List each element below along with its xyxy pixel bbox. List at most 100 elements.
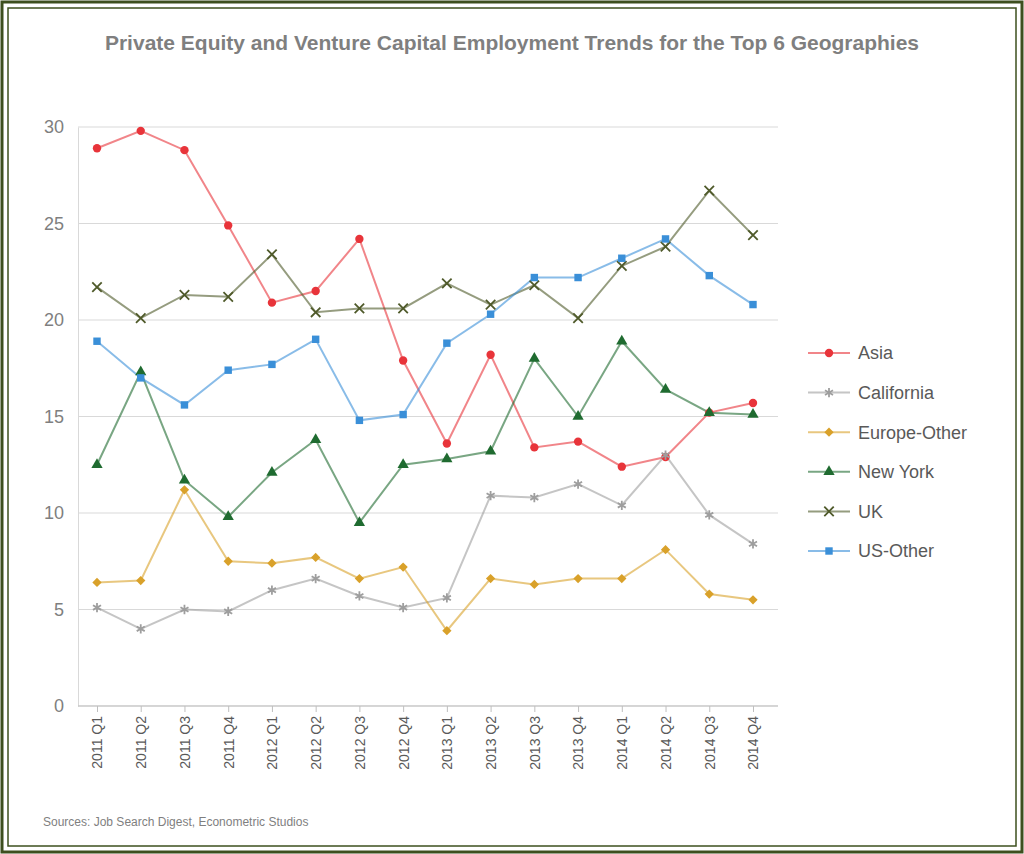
series-marker bbox=[268, 298, 276, 306]
x-tick: 2012 Q4 bbox=[396, 706, 412, 770]
series-line bbox=[97, 239, 753, 420]
x-tick-mark bbox=[184, 706, 185, 712]
y-tick-label: 30 bbox=[44, 117, 64, 137]
x-axis: 2011 Q12011 Q22011 Q32011 Q42012 Q12012 … bbox=[78, 706, 778, 770]
title: Private Equity and Venture Capital Emplo… bbox=[105, 31, 919, 54]
series-marker bbox=[530, 493, 538, 502]
x-tick-mark bbox=[316, 706, 317, 712]
x-tick-mark bbox=[709, 706, 710, 712]
series-marker bbox=[180, 290, 189, 299]
series-marker bbox=[92, 282, 101, 291]
series-marker bbox=[705, 186, 714, 195]
series-marker bbox=[137, 624, 145, 633]
series-marker bbox=[574, 437, 582, 445]
series-marker bbox=[135, 366, 146, 376]
legend-entry: California bbox=[808, 383, 935, 403]
series-marker bbox=[224, 221, 232, 229]
series-marker bbox=[530, 580, 539, 589]
grid-line bbox=[78, 416, 778, 417]
series-marker bbox=[180, 605, 188, 614]
series-marker bbox=[181, 401, 188, 408]
grid-line bbox=[78, 223, 778, 224]
legend-marker bbox=[825, 547, 832, 554]
x-tick: 2013 Q2 bbox=[483, 706, 499, 770]
series-marker bbox=[617, 261, 626, 270]
x-tick: 2011 Q2 bbox=[133, 706, 149, 769]
series-marker bbox=[224, 366, 231, 373]
series-marker bbox=[180, 146, 188, 154]
legend-entry: Asia bbox=[808, 343, 894, 363]
series-marker bbox=[704, 406, 715, 416]
y-tick-label: 5 bbox=[54, 600, 64, 620]
y-tick-label: 10 bbox=[44, 503, 64, 523]
x-tick-label: 2014 Q1 bbox=[614, 716, 630, 770]
legend-label: New York bbox=[858, 462, 935, 482]
plot-area bbox=[91, 127, 758, 636]
chart: Private Equity and Venture Capital Emplo… bbox=[0, 0, 1024, 854]
x-tick: 2014 Q3 bbox=[702, 706, 718, 770]
series-marker bbox=[617, 574, 626, 583]
y-tick: 15 bbox=[44, 407, 78, 427]
series-marker bbox=[223, 292, 232, 301]
legend-label: Asia bbox=[858, 343, 894, 363]
x-tick-label: 2013 Q4 bbox=[570, 716, 586, 770]
series-marker bbox=[749, 399, 757, 407]
x-tick-mark bbox=[359, 706, 360, 712]
series-marker bbox=[224, 557, 233, 566]
series-marker bbox=[136, 576, 145, 585]
y-tick-label: 15 bbox=[44, 407, 64, 427]
series-marker bbox=[485, 445, 496, 455]
legend-label: California bbox=[858, 383, 935, 403]
grid-line bbox=[78, 127, 778, 128]
x-tick-mark bbox=[491, 706, 492, 712]
series-marker bbox=[312, 336, 319, 343]
series-marker bbox=[312, 574, 320, 583]
x-tick: 2013 Q4 bbox=[570, 706, 586, 770]
series-marker bbox=[661, 242, 670, 251]
legend-label: UK bbox=[858, 502, 883, 522]
series-marker bbox=[397, 458, 408, 468]
y-tick-label: 20 bbox=[44, 310, 64, 330]
legend-label: US-Other bbox=[858, 541, 934, 561]
series-marker bbox=[705, 510, 713, 519]
frame-outer bbox=[2, 2, 1022, 852]
series-marker bbox=[267, 250, 276, 259]
x-tick: 2012 Q3 bbox=[352, 706, 368, 770]
y-tick: 25 bbox=[44, 214, 78, 234]
x-tick: 2014 Q1 bbox=[614, 706, 630, 770]
series-marker bbox=[311, 308, 320, 317]
x-tick: 2013 Q3 bbox=[527, 706, 543, 770]
y-tick: 5 bbox=[54, 600, 78, 620]
series-marker bbox=[355, 574, 364, 583]
legend-marker bbox=[824, 507, 833, 516]
series-marker bbox=[660, 383, 671, 393]
y-axis: 051015202530 bbox=[44, 117, 79, 716]
series-marker bbox=[443, 439, 451, 447]
series-marker bbox=[223, 510, 234, 520]
series-marker bbox=[224, 607, 232, 616]
series-marker bbox=[442, 626, 451, 635]
x-tick-mark bbox=[141, 706, 142, 712]
series-marker bbox=[618, 462, 626, 470]
series-marker bbox=[267, 559, 276, 568]
y-tick: 10 bbox=[44, 503, 78, 523]
y-tick: 20 bbox=[44, 310, 78, 330]
series-marker bbox=[616, 335, 627, 345]
series-line bbox=[97, 131, 753, 467]
legend-entry: UK bbox=[808, 502, 883, 522]
x-tick-label: 2012 Q1 bbox=[264, 716, 280, 770]
series-marker bbox=[529, 352, 540, 362]
legend-marker bbox=[825, 388, 833, 397]
x-tick-mark bbox=[403, 706, 404, 712]
x-tick-label: 2011 Q4 bbox=[221, 716, 237, 769]
y-axis-line bbox=[78, 128, 79, 707]
series-marker bbox=[443, 593, 451, 602]
x-tick-label: 2014 Q2 bbox=[658, 716, 674, 770]
legend-label: Europe-Other bbox=[858, 423, 967, 443]
series-marker bbox=[399, 356, 407, 364]
x-tick-mark bbox=[666, 706, 667, 712]
series-marker bbox=[530, 281, 539, 290]
x-tick-label: 2014 Q4 bbox=[745, 716, 761, 770]
x-tick-mark bbox=[622, 706, 623, 712]
legend-entry: US-Other bbox=[808, 541, 934, 561]
